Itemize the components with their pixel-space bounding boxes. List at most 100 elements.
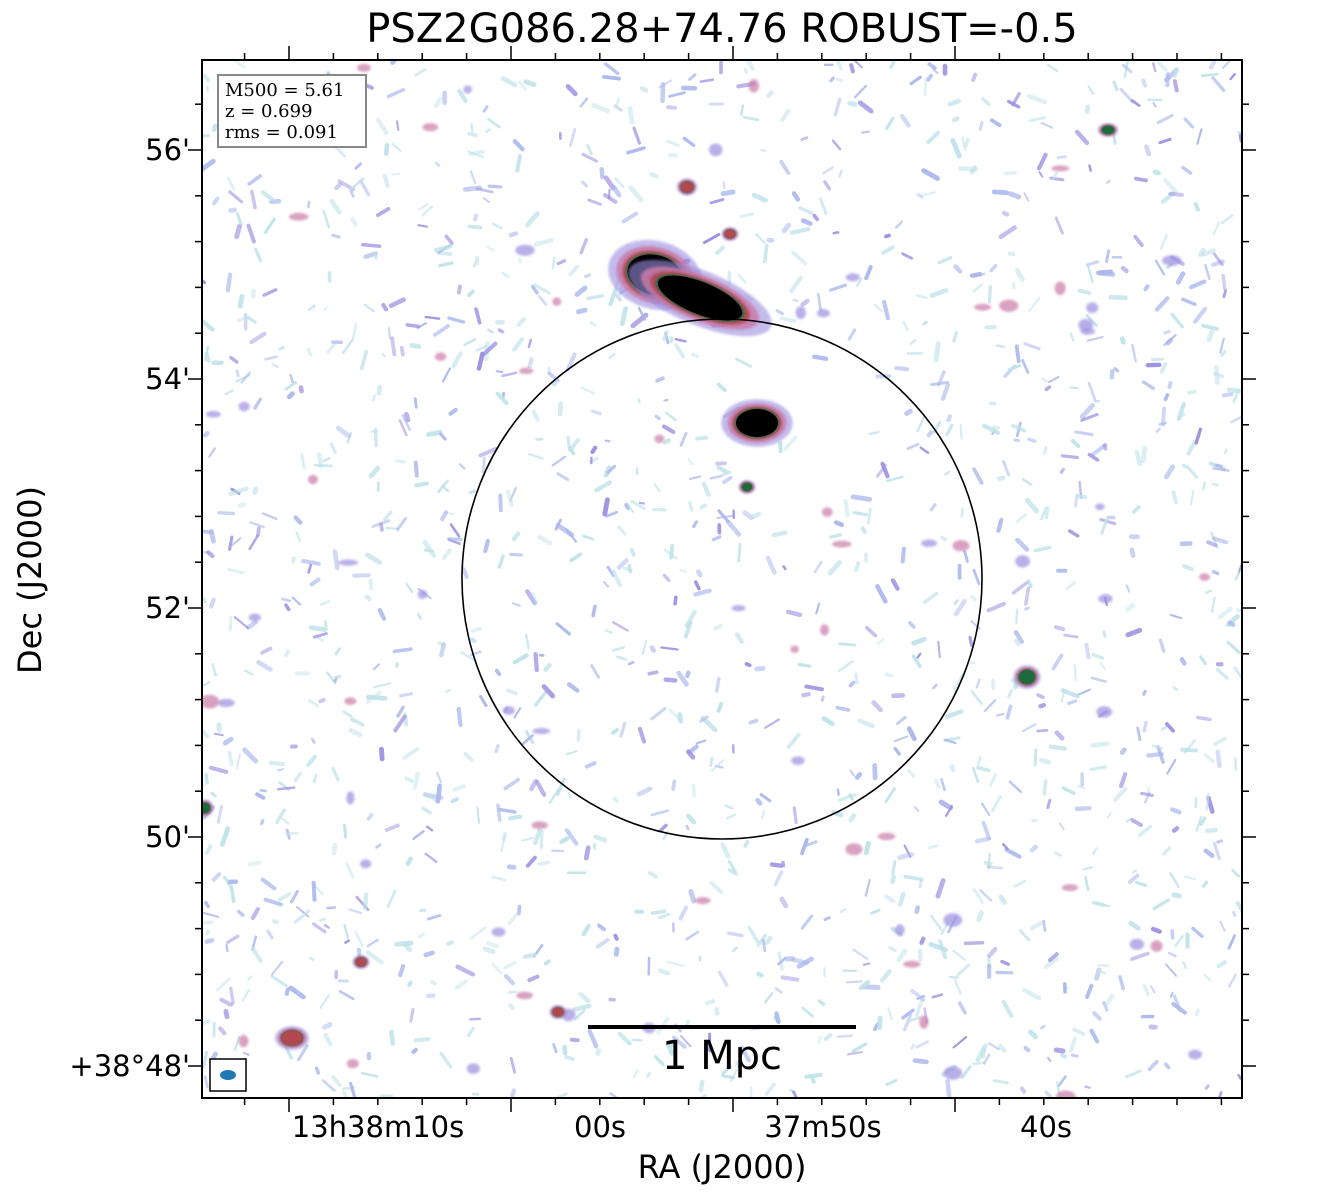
noise-speck [722,181,726,189]
noise-speck [1007,251,1016,257]
noise-speck [487,328,494,334]
noise-speck [564,828,579,846]
noise-speck [909,339,916,345]
noise-speck [391,172,400,176]
noise-speck [552,1043,558,1054]
noise-speck [1125,603,1136,612]
noise-speck [332,549,340,571]
noise-speck [210,1051,218,1061]
noise-speck [725,519,742,537]
noise-speck [627,660,635,666]
noise-speck [602,497,610,517]
noise-speck [579,97,589,108]
noise-speck [927,844,938,850]
noise-speck [711,535,722,542]
noise-speck [1175,271,1186,285]
noise-speck [982,423,1001,435]
noise-speck [1195,815,1203,832]
noise-speck [1038,703,1047,709]
noise-speck [1015,512,1028,524]
noise-speck [1162,846,1172,856]
noise-speck [912,1058,929,1065]
noise-speck [539,829,544,850]
noise-speck [1005,704,1013,720]
noise-speck [394,459,406,464]
noise-speck [312,632,328,639]
noise-speck [482,197,490,204]
noise-speck [945,1079,952,1098]
noise-speck [581,924,591,937]
noise-speck [972,272,986,278]
noise-speck [564,1055,575,1061]
noise-speck [1231,869,1240,878]
noise-speck [771,530,788,538]
noise-speck [366,812,374,821]
noise-speck [743,840,750,848]
noise-speck [1132,869,1137,874]
noise-speck [482,105,489,113]
noise-speck [1199,655,1208,666]
noise-speck [260,190,274,202]
noise-speck [227,567,245,575]
noise-speck [1033,545,1052,553]
noise-speck [751,192,768,203]
noise-speck [1182,564,1194,571]
noise-speck [1232,910,1237,918]
noise-speck [354,930,364,948]
noise-speck [909,75,922,86]
noise-speck [284,987,290,996]
noise-speck [662,573,671,582]
noise-speck [352,322,358,339]
noise-speck [963,940,985,946]
noise-speck [1105,249,1111,264]
noise-speck [1092,847,1098,855]
faint-emission [1095,503,1105,511]
noise-speck [441,548,452,561]
noise-speck [801,692,811,698]
noise-speck [829,283,848,292]
noise-speck [1036,693,1045,700]
noise-speck [409,1007,415,1023]
noise-speck [1226,640,1241,655]
noise-speck [455,964,476,977]
noise-speck [986,601,1006,613]
noise-speck [543,663,552,672]
noise-speck [382,173,390,189]
noise-speck [713,623,723,631]
noise-speck [716,382,727,393]
noise-speck [674,337,687,343]
noise-speck [500,76,518,88]
noise-speck [316,635,324,642]
noise-speck [775,309,784,316]
noise-speck [850,494,872,502]
noise-speck [821,716,835,727]
noise-speck [774,987,783,994]
noise-speck [1203,973,1212,982]
noise-speck [334,647,341,656]
noise-speck [413,397,418,409]
noise-speck [384,823,400,832]
noise-speck [911,636,927,646]
noise-speck [1119,747,1127,755]
noise-speck [1191,926,1204,938]
noise-speck [414,481,429,488]
noise-speck [331,842,338,856]
noise-speck [750,511,762,520]
noise-speck [423,548,435,553]
noise-speck [586,294,604,301]
noise-speck [970,661,976,665]
noise-speck [1008,780,1022,794]
faint-emission [654,434,665,444]
noise-speck [933,341,941,363]
noise-speck [379,746,385,762]
noise-speck [255,792,266,800]
noise-speck [202,597,208,604]
noise-speck [827,560,842,576]
noise-speck [953,673,965,692]
noise-speck [658,912,670,920]
noise-speck [813,560,823,574]
noise-speck [383,143,390,156]
noise-speck [511,602,522,607]
noise-speck [1011,581,1029,595]
noise-speck [1184,875,1197,881]
